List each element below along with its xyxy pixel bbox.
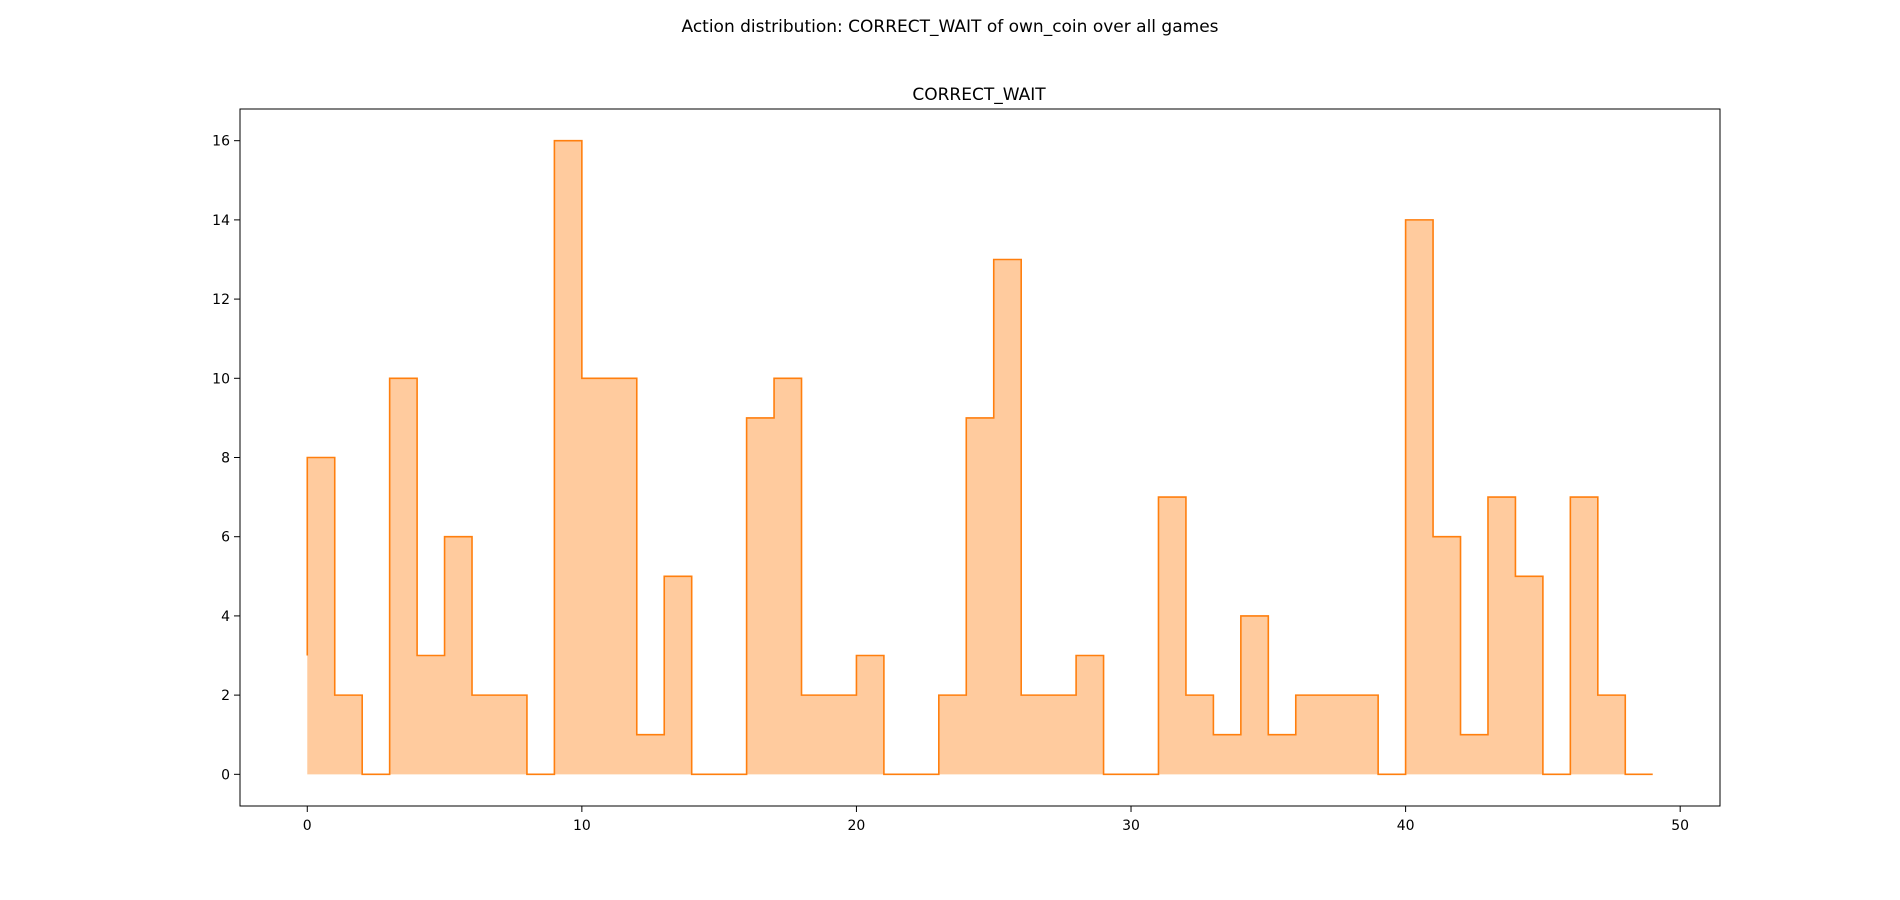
x-tick-label: 30 xyxy=(1122,818,1140,834)
x-axis: 0 10 20 30 40 50 xyxy=(303,806,1689,834)
plot-area xyxy=(306,139,1653,776)
x-tick-label: 0 xyxy=(303,818,312,834)
y-tick-label: 2 xyxy=(221,688,230,704)
series-area-fill xyxy=(307,140,1653,775)
y-tick-label: 16 xyxy=(212,134,230,150)
y-tick-label: 0 xyxy=(221,767,230,783)
series-step-line xyxy=(306,139,1653,776)
y-tick-label: 6 xyxy=(221,530,230,546)
y-tick-label: 4 xyxy=(221,609,230,625)
y-tick-label: 10 xyxy=(212,371,230,387)
y-tick-label: 14 xyxy=(212,213,230,229)
x-tick-label: 50 xyxy=(1671,818,1689,834)
y-axis: 0 2 4 6 8 10 12 14 16 xyxy=(212,134,240,783)
x-tick-label: 20 xyxy=(848,818,866,834)
x-tick-label: 10 xyxy=(573,818,591,834)
x-tick-label: 40 xyxy=(1397,818,1415,834)
figure-suptitle: Action distribution: CORRECT_WAIT of own… xyxy=(681,17,1218,37)
y-tick-label: 12 xyxy=(212,292,230,308)
y-tick-label: 8 xyxy=(221,451,230,467)
chart-title: CORRECT_WAIT xyxy=(912,85,1046,105)
